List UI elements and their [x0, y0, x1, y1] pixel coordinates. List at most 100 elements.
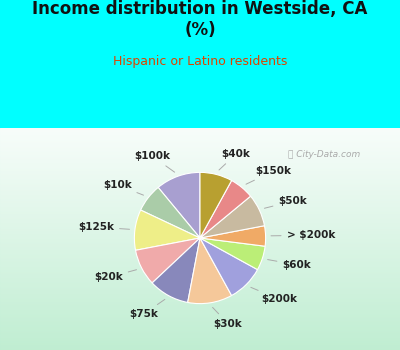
Bar: [0, 250, 400, 251]
Bar: [0, 266, 400, 267]
Bar: [0, 275, 400, 276]
Wedge shape: [134, 210, 200, 250]
Bar: [0, 259, 400, 260]
Bar: [0, 302, 400, 303]
Bar: [0, 176, 400, 177]
Text: $50k: $50k: [264, 196, 307, 208]
Bar: [0, 180, 400, 181]
Bar: [0, 217, 400, 218]
Bar: [0, 335, 400, 336]
Bar: [0, 274, 400, 275]
Bar: [0, 182, 400, 183]
Wedge shape: [200, 238, 258, 295]
Wedge shape: [200, 226, 266, 246]
Bar: [0, 187, 400, 188]
Bar: [0, 130, 400, 131]
Bar: [0, 171, 400, 172]
Bar: [0, 136, 400, 138]
Bar: [0, 279, 400, 280]
Text: $40k: $40k: [219, 149, 250, 170]
Bar: [0, 287, 400, 288]
Bar: [0, 146, 400, 147]
Bar: [0, 221, 400, 222]
Bar: [0, 131, 400, 132]
Bar: [0, 223, 400, 224]
Bar: [0, 337, 400, 338]
Bar: [0, 346, 400, 348]
Bar: [0, 268, 400, 269]
Bar: [0, 285, 400, 286]
Bar: [0, 251, 400, 252]
Bar: [0, 256, 400, 257]
Bar: [0, 242, 400, 243]
Bar: [0, 278, 400, 279]
Bar: [0, 328, 400, 329]
Bar: [0, 319, 400, 320]
Bar: [0, 243, 400, 244]
Bar: [0, 348, 400, 349]
Text: $100k: $100k: [135, 152, 175, 172]
Bar: [0, 178, 400, 179]
Bar: [0, 228, 400, 229]
Bar: [0, 203, 400, 204]
Bar: [0, 150, 400, 151]
Bar: [0, 253, 400, 254]
Bar: [0, 297, 400, 298]
Bar: [0, 222, 400, 223]
Bar: [0, 174, 400, 176]
Wedge shape: [200, 196, 264, 238]
Bar: [0, 219, 400, 220]
Bar: [0, 199, 400, 200]
Bar: [0, 218, 400, 219]
Bar: [0, 345, 400, 346]
Bar: [0, 216, 400, 217]
Wedge shape: [136, 238, 200, 283]
Bar: [0, 294, 400, 295]
Bar: [0, 183, 400, 184]
Bar: [0, 308, 400, 309]
Bar: [0, 286, 400, 287]
Wedge shape: [152, 238, 200, 302]
Bar: [0, 161, 400, 162]
Bar: [0, 229, 400, 230]
Bar: [0, 155, 400, 157]
Wedge shape: [200, 181, 250, 238]
Bar: [0, 158, 400, 159]
Bar: [0, 173, 400, 174]
Bar: [0, 288, 400, 289]
Bar: [0, 133, 400, 134]
Bar: [0, 317, 400, 318]
Text: $150k: $150k: [246, 166, 291, 184]
Bar: [0, 293, 400, 294]
Text: $10k: $10k: [103, 180, 144, 195]
Bar: [0, 247, 400, 248]
Wedge shape: [200, 238, 265, 270]
Bar: [0, 154, 400, 155]
Bar: [0, 343, 400, 344]
Bar: [0, 147, 400, 148]
Bar: [0, 227, 400, 228]
Bar: [0, 238, 400, 239]
Bar: [0, 332, 400, 333]
Text: > $200k: > $200k: [271, 230, 335, 240]
Bar: [0, 196, 400, 197]
Bar: [0, 210, 400, 211]
Bar: [0, 265, 400, 266]
Bar: [0, 162, 400, 163]
Bar: [0, 299, 400, 300]
Bar: [0, 145, 400, 146]
Bar: [0, 197, 400, 198]
Bar: [0, 316, 400, 317]
Bar: [0, 340, 400, 341]
Bar: [0, 312, 400, 313]
Bar: [0, 213, 400, 215]
Bar: [0, 318, 400, 319]
Bar: [0, 271, 400, 272]
Bar: [0, 215, 400, 216]
Wedge shape: [141, 188, 200, 238]
Bar: [0, 280, 400, 281]
Bar: [0, 257, 400, 258]
Bar: [0, 320, 400, 321]
Text: $75k: $75k: [129, 299, 165, 319]
Bar: [0, 233, 400, 235]
